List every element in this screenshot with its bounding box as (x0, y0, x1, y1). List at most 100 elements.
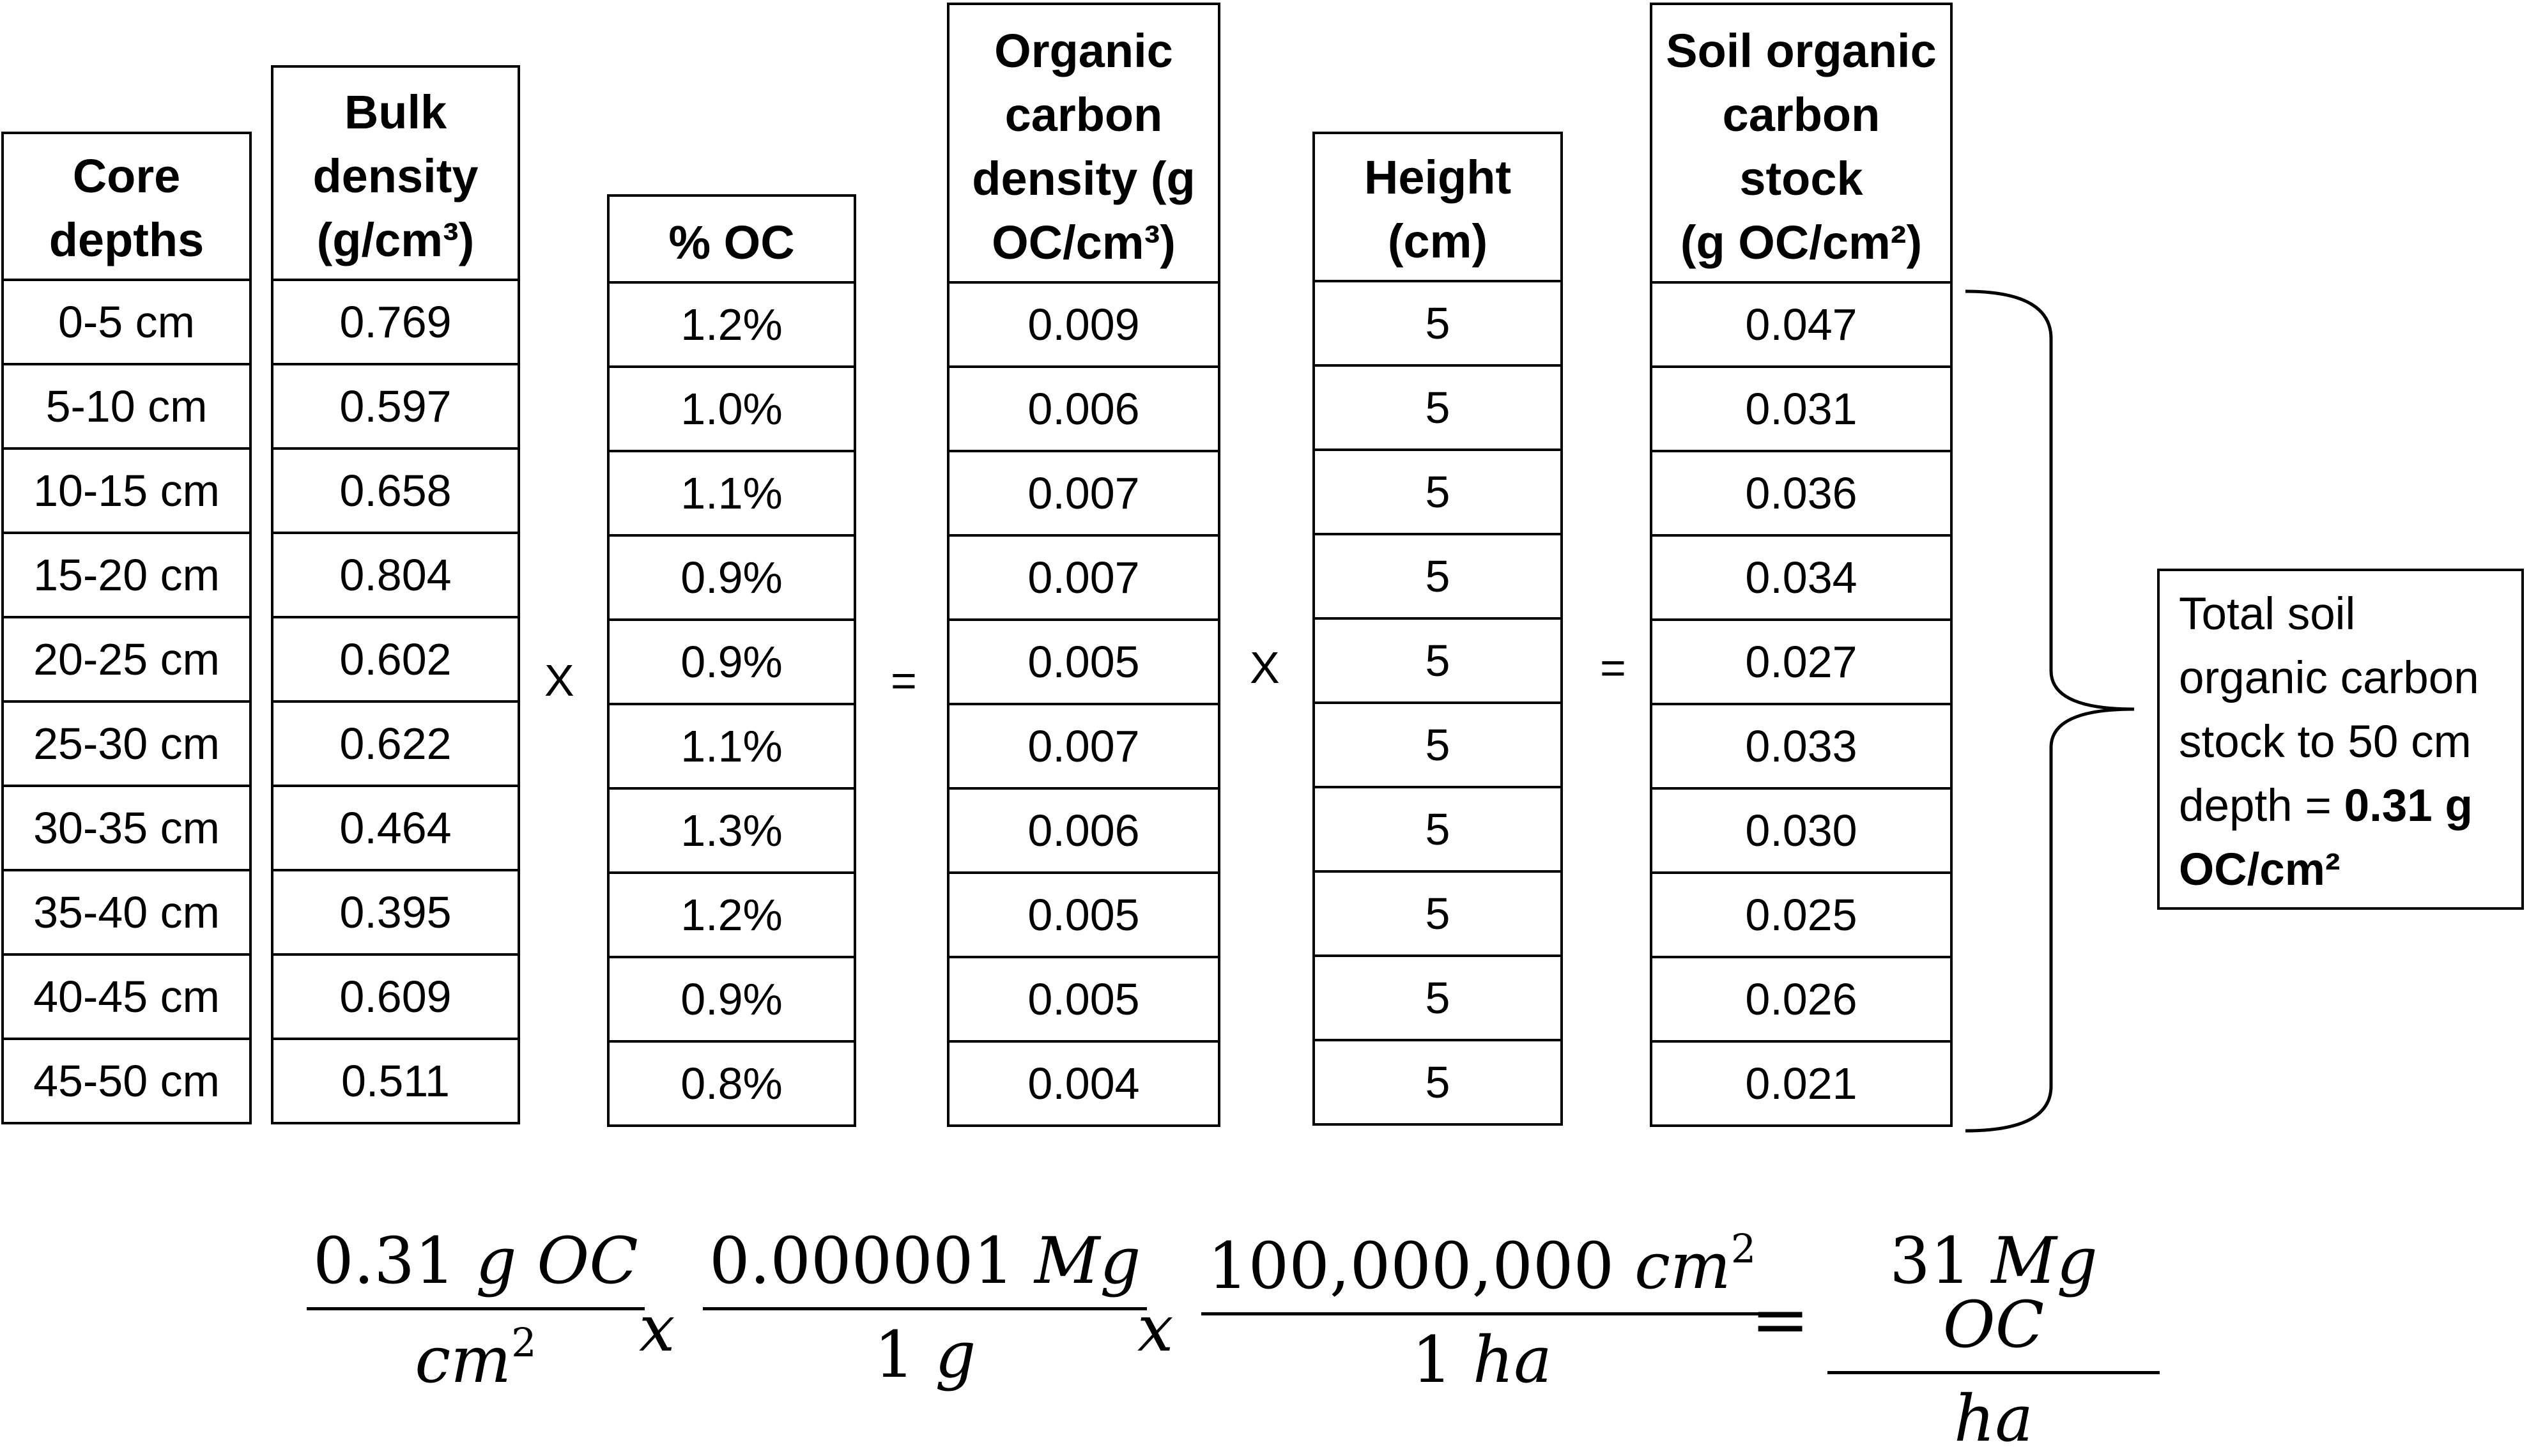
column-header: Soil organic carbon stock (g OC/cm²) (1650, 3, 1953, 284)
table-cell: 5 (1312, 786, 1563, 873)
table-cell: 15-20 cm (1, 532, 252, 618)
column-header: Organic carbon density (g OC/cm³) (947, 3, 1220, 284)
unit-conversion-equation: 0.31 g OC cm2 x 0.000001 Mg 1 g x 100,00… (307, 1225, 2160, 1451)
denominator-value: 1 (1411, 1322, 1453, 1397)
fraction-4: 31 Mg OC ha (1827, 1227, 2160, 1451)
total-text: Total soil organic carbon stock to 50 cm… (2179, 589, 2479, 831)
table-cell: 35-40 cm (1, 869, 252, 956)
table-cell: 5 (1312, 533, 1563, 620)
table-cell: 0.030 (1650, 787, 1953, 874)
table-cell: 5 (1312, 280, 1563, 367)
column-header: Height (cm) (1312, 132, 1563, 282)
table-cell: 0.005 (947, 871, 1220, 958)
equals-operator: = (1600, 643, 1626, 693)
table-cell: 25-30 cm (1, 700, 252, 787)
equals-operator: = (891, 655, 917, 705)
table-cell: 0.031 (1650, 365, 1953, 452)
numerator-unit: cm (1634, 1229, 1731, 1303)
table-cell: 0.026 (1650, 956, 1953, 1043)
fraction-3: 100,000,000 cm2 1 ha (1201, 1225, 1763, 1392)
table-cell: 10-15 cm (1, 447, 252, 534)
table-cell: 0.602 (271, 616, 520, 703)
times-symbol: x (1137, 1291, 1174, 1366)
denominator-unit: ha (1472, 1322, 1552, 1397)
curly-brace-icon (1965, 289, 2135, 1133)
numerator-unit: Mg (1034, 1223, 1141, 1298)
table-cell: 1.2% (607, 871, 856, 958)
table-cell: 1.3% (607, 787, 856, 874)
table-cell: 0.007 (947, 703, 1220, 790)
table-cell: 0.804 (271, 532, 520, 618)
table-cell: 1.2% (607, 281, 856, 368)
fraction-1: 0.31 g OC cm2 (307, 1227, 645, 1392)
total-stock-box: Total soil organic carbon stock to 50 cm… (2157, 569, 2524, 910)
table-cell: 45-50 cm (1, 1038, 252, 1124)
numerator-value: 0.000001 (709, 1223, 1015, 1298)
table-cell: 5 (1312, 701, 1563, 788)
table-cell: 0.9% (607, 956, 856, 1043)
column-header: % OC (607, 194, 856, 284)
denominator-unit: g (935, 1317, 976, 1392)
table-cell: 0.597 (271, 363, 520, 450)
multiply-operator: X (1250, 643, 1280, 693)
table-cell: 0.005 (947, 618, 1220, 705)
table-cell: 0.006 (947, 365, 1220, 452)
table-cell: 0-5 cm (1, 279, 252, 365)
table-cell: 0.007 (947, 534, 1220, 621)
table-cell: 0.658 (271, 447, 520, 534)
table-cell: 0.027 (1650, 618, 1953, 705)
table-cell: 1.0% (607, 365, 856, 452)
table-cell: 0.511 (271, 1038, 520, 1124)
exponent: 2 (511, 1319, 537, 1366)
table-cell: 0.9% (607, 618, 856, 705)
total-value: 0.31 g OC/cm² (2179, 781, 2473, 895)
table-cell: 0.622 (271, 700, 520, 787)
table-cell: 0.005 (947, 956, 1220, 1043)
numerator-value: 31 (1889, 1223, 1971, 1298)
table-cell: 5 (1312, 617, 1563, 704)
table-cell: 0.8% (607, 1040, 856, 1127)
table-cell: 1.1% (607, 450, 856, 537)
table-cell: 5 (1312, 364, 1563, 451)
denominator-value: 1 (873, 1317, 915, 1392)
table-cell: 0.9% (607, 534, 856, 621)
table-cell: 0.004 (947, 1040, 1220, 1127)
table-cell: 0.034 (1650, 534, 1953, 621)
table-cell: 0.021 (1650, 1040, 1953, 1127)
numerator-unit: Mg OC (1942, 1223, 2098, 1362)
table-cell: 5-10 cm (1, 363, 252, 450)
equals-symbol: = (1751, 1278, 1810, 1360)
table-cell: 0.609 (271, 953, 520, 1040)
table-cell: 0.025 (1650, 871, 1953, 958)
denominator-unit: ha (1953, 1381, 2034, 1456)
times-symbol: x (639, 1291, 675, 1366)
fraction-bar (1827, 1371, 2160, 1374)
numerator-value: 100,000,000 (1208, 1229, 1615, 1303)
numerator-unit: g OC (475, 1223, 638, 1298)
table-cell: 20-25 cm (1, 616, 252, 703)
table-cell: 0.036 (1650, 450, 1953, 537)
table-cell: 0.033 (1650, 703, 1953, 790)
table-cell: 5 (1312, 954, 1563, 1041)
table-cell: 5 (1312, 870, 1563, 957)
multiply-operator: X (544, 655, 574, 705)
table-cell: 0.395 (271, 869, 520, 956)
table-cell: 5 (1312, 1039, 1563, 1126)
table-cell: 0.009 (947, 281, 1220, 368)
table-cell: 0.047 (1650, 281, 1953, 368)
table-cell: 1.1% (607, 703, 856, 790)
table-cell: 40-45 cm (1, 953, 252, 1040)
fraction-bar (703, 1307, 1148, 1310)
denominator-unit: cm (415, 1322, 512, 1397)
table-cell: 0.006 (947, 787, 1220, 874)
exponent: 2 (1730, 1225, 1756, 1272)
table-cell: 0.007 (947, 450, 1220, 537)
table-cell: 0.769 (271, 279, 520, 365)
column-header: Core depths (1, 132, 252, 281)
table-cell: 0.464 (271, 785, 520, 871)
table-cell: 30-35 cm (1, 785, 252, 871)
fraction-2: 0.000001 Mg 1 g (703, 1227, 1148, 1387)
fraction-bar (307, 1307, 645, 1310)
table-cell: 5 (1312, 448, 1563, 535)
fraction-bar (1201, 1312, 1763, 1315)
